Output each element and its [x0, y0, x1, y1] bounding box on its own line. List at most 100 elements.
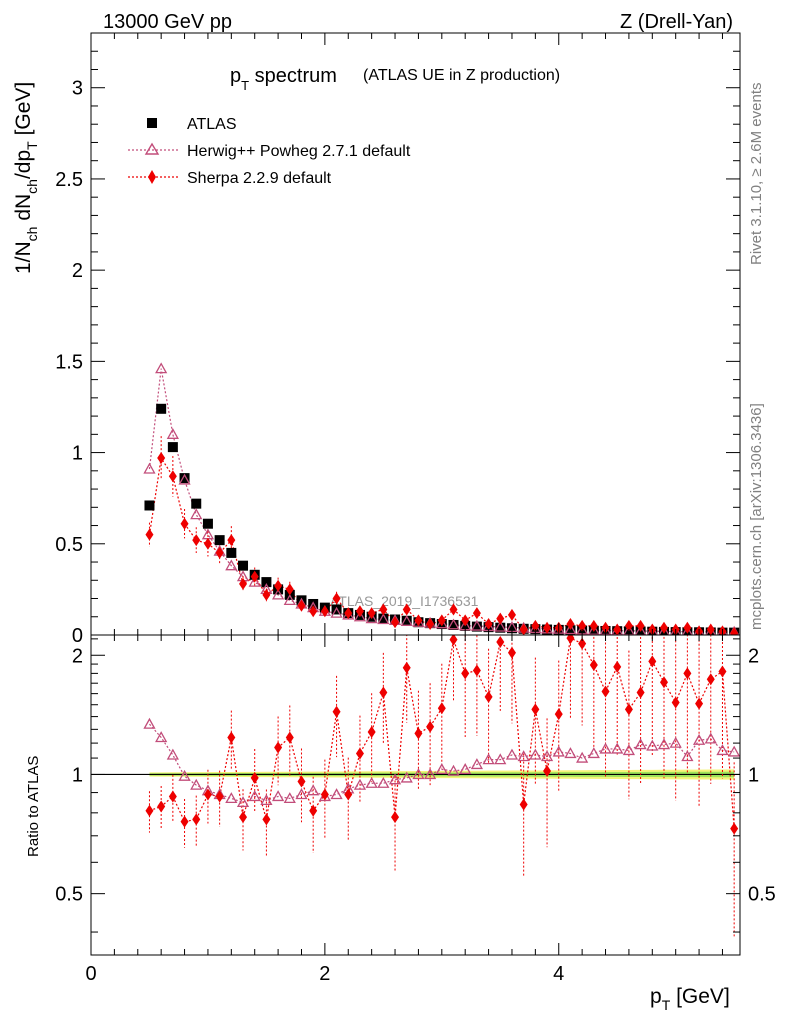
herwig-ratio-point	[459, 763, 472, 775]
sherpa-point	[344, 607, 353, 620]
herwig-ratio-point	[517, 750, 530, 762]
sherpa-ratio-point	[274, 741, 283, 754]
ratio-tick-label-right: 0.5	[748, 884, 776, 906]
herwig-ratio-point	[225, 792, 238, 804]
herwig-ratio-point	[540, 750, 554, 762]
sherpa-point	[589, 619, 598, 632]
atlas-point	[471, 621, 482, 632]
x-tick-label: 0	[85, 963, 96, 985]
herwig-point	[470, 619, 483, 631]
sherpa-ratio-point	[636, 686, 645, 699]
sherpa-ratio-point	[192, 813, 201, 826]
herwig-ratio-point	[377, 776, 390, 788]
sherpa-point	[227, 534, 236, 547]
sherpa-ratio-point	[519, 798, 528, 811]
atlas-point	[191, 498, 202, 509]
y-axis-label: 1/Nch dNch/dpT [GeV]	[12, 82, 40, 274]
sherpa-ratio-point	[367, 726, 376, 739]
ratio-tick-label-right: 1	[748, 764, 759, 786]
herwig-point	[248, 575, 261, 587]
herwig-ratio-point	[236, 796, 250, 808]
atlas-point	[167, 442, 178, 453]
ratio-tick-label-right: 2	[748, 645, 759, 667]
legend-item-atlas: ATLAS	[147, 116, 237, 133]
sherpa-ratio-point	[730, 822, 739, 835]
y-tick-label: 0	[72, 625, 83, 647]
herwig-point	[447, 618, 460, 630]
herwig-ratio-point	[190, 778, 203, 790]
y-tick-label: 2.5	[55, 169, 83, 191]
herwig-ratio-point	[424, 768, 437, 780]
energy-label: 13000 GeV pp	[103, 11, 232, 33]
sherpa-ratio-point	[648, 655, 657, 668]
herwig-point	[682, 625, 693, 635]
sherpa-ratio-point	[566, 635, 575, 645]
sherpa-point	[531, 619, 540, 632]
y-tick-label: 1.5	[55, 351, 83, 373]
sherpa-ratio-point	[332, 705, 341, 718]
axes: 0 2 400.511.522.530.5 0.51 12 2	[55, 32, 776, 985]
herwig-point	[564, 623, 577, 635]
herwig-ratio-point	[283, 792, 296, 804]
sherpa-ratio-point	[706, 673, 715, 686]
sherpa-ratio-point	[215, 790, 224, 803]
herwig-ratio-point	[365, 776, 378, 788]
atlas-point	[179, 473, 190, 484]
herwig-ratio-point	[587, 747, 600, 759]
legend-marker-herwig	[144, 142, 160, 155]
sherpa-ratio-point	[531, 703, 540, 716]
herwig-ratio-point	[564, 747, 577, 759]
sherpa-ratio-point	[168, 790, 177, 803]
legend: ATLAS Herwig++ Powheg 2.7.1 default Sher…	[128, 116, 411, 187]
sherpa-point	[426, 618, 435, 631]
sherpa-point	[391, 616, 400, 629]
herwig-ratio-point	[482, 753, 495, 765]
sherpa-ratio-point	[613, 660, 622, 673]
herwig-point	[283, 594, 296, 605]
herwig-ratio-point	[692, 733, 706, 745]
sherpa-ratio-point	[472, 664, 481, 677]
herwig-point	[587, 623, 600, 635]
ratio-plot-area	[143, 635, 740, 938]
sherpa-point	[402, 603, 411, 616]
herwig-point	[166, 427, 179, 439]
atlas-point	[214, 535, 225, 546]
y-tick-label: 0.5	[55, 534, 83, 556]
sherpa-point	[215, 546, 224, 559]
atlas-point	[308, 598, 319, 609]
herwig-ratio-point	[330, 788, 343, 800]
sherpa-ratio-point	[543, 765, 552, 778]
main-plot-area	[143, 362, 740, 635]
herwig-point	[143, 462, 156, 474]
y-tick-label: 2	[72, 260, 83, 282]
sherpa-ratio-point	[671, 696, 680, 709]
atlas-point	[238, 560, 249, 571]
legend-label-herwig: Herwig++ Powheg 2.7.1 default	[187, 143, 411, 160]
sherpa-point	[601, 621, 610, 634]
atlas-point	[495, 622, 506, 633]
sherpa-ratio-point	[507, 646, 516, 659]
herwig-ratio-point	[143, 717, 156, 729]
sherpa-point	[203, 537, 212, 550]
herwig-ratio-point	[669, 736, 682, 748]
herwig-ratio-point	[657, 738, 671, 750]
sherpa-ratio-point	[402, 661, 411, 674]
sherpa-ratio-point	[297, 775, 306, 788]
ratio-uncertainty-band	[91, 769, 740, 780]
herwig-ratio-point	[716, 744, 729, 756]
atlas-point	[506, 623, 517, 634]
sherpa-ratio-point	[157, 800, 166, 813]
sherpa-ratio-point	[496, 636, 505, 649]
herwig-ratio-point	[260, 794, 273, 806]
sherpa-ratio-point	[285, 731, 294, 744]
herwig-point	[494, 620, 507, 632]
y-tick-label: 3	[72, 78, 83, 100]
sherpa-ratio-point	[589, 658, 598, 671]
x-tick-label: 4	[553, 963, 564, 985]
atlas-point	[261, 577, 272, 588]
herwig-ratio-point	[470, 758, 483, 770]
atlas-point	[448, 619, 459, 630]
sherpa-ratio-point	[437, 702, 446, 715]
herwig-ratio-point	[646, 739, 659, 751]
